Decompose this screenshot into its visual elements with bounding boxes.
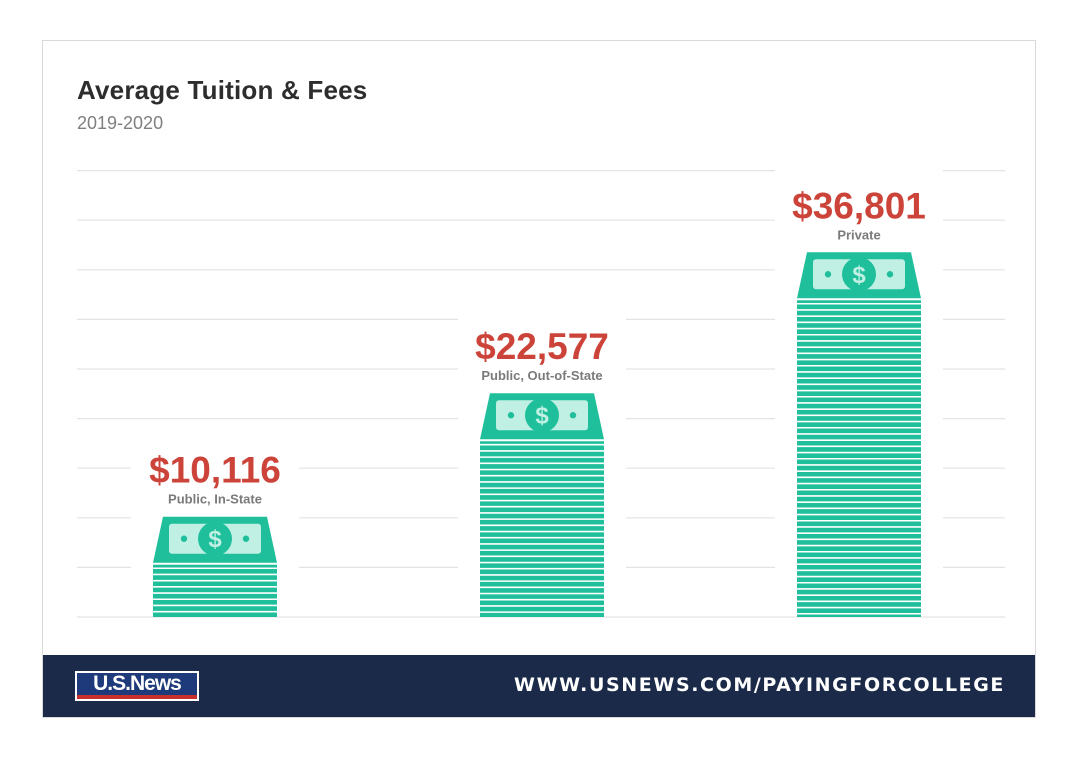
usnews-logo[interactable]: U.S.News [75, 671, 199, 701]
category-label: Private [837, 227, 880, 242]
bar-stack [480, 441, 604, 617]
data-label-value: $36,801 [792, 185, 926, 226]
data-label-value: $10,116 [149, 450, 281, 491]
bill-dot [242, 535, 250, 542]
chart-card: Average Tuition & Fees 2019-2020 $ $10,11… [42, 40, 1036, 718]
dollar-bill-icon [198, 521, 232, 556]
chart-title: Average Tuition & Fees [77, 75, 368, 105]
bill-dot [824, 271, 832, 278]
dollar-bill-icon [842, 257, 876, 292]
bill-dot [886, 271, 894, 278]
bill-dot [569, 412, 577, 419]
category-label: Public, In-State [168, 492, 262, 507]
dollar-sign-icon: $ [852, 262, 866, 289]
footer-bar: U.S.News WWW.USNEWS.COM/PAYINGFORCOLLEGE [43, 655, 1035, 717]
bill-dot [507, 412, 515, 419]
bar-stack [153, 564, 277, 617]
footer-url-link[interactable]: WWW.USNEWS.COM/PAYINGFORCOLLEGE [514, 674, 1005, 696]
usnews-logo-text: U.S.News [77, 673, 197, 699]
dollar-sign-icon: $ [535, 403, 549, 430]
bill-dot [180, 535, 188, 542]
chart-subtitle: 2019-2020 [77, 113, 164, 133]
dollar-sign-icon: $ [208, 526, 222, 553]
dollar-bill-icon [525, 398, 559, 433]
category-label: Public, Out-of-State [481, 368, 602, 383]
data-label-value: $22,577 [475, 326, 609, 367]
